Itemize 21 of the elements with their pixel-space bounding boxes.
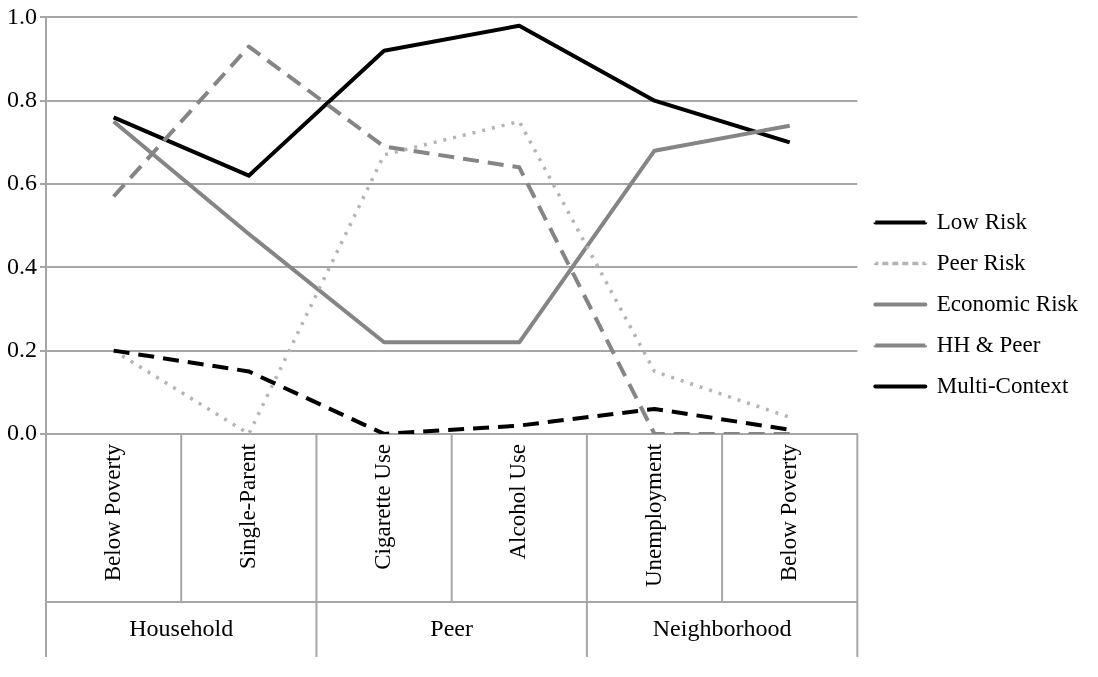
text: Household [129, 614, 234, 641]
line-series [111, 44, 792, 434]
y-tick-label: 0.8 [7, 86, 37, 112]
x-tick-label: Unemployment [640, 443, 666, 588]
y-tick-label: 0.0 [7, 419, 37, 446]
legend-label: Economic Risk [936, 290, 1079, 316]
x-tick-label: Below Poverty [775, 443, 801, 582]
y-tick-label: 0.6 [7, 169, 37, 196]
y-tick-label: 0.4 [7, 252, 37, 279]
legend-label: Peer Risk [936, 249, 1027, 275]
x-tick-label: Cigarette Use [370, 443, 396, 570]
text: Neighborhood [652, 614, 792, 641]
text: Peer [430, 614, 473, 641]
y-tick-label: 1.0 [7, 2, 37, 29]
legend-label: Multi-Context [936, 372, 1070, 398]
legend-label: HH & Peer [936, 331, 1041, 357]
y-tick-label: 0.2 [7, 335, 37, 362]
legend-label: Low Risk [936, 208, 1028, 234]
x-tick-label: Single-Parent [234, 443, 260, 570]
x-tick-label: Alcohol Use [505, 443, 531, 560]
x-tick-label: Below Poverty [99, 443, 125, 582]
